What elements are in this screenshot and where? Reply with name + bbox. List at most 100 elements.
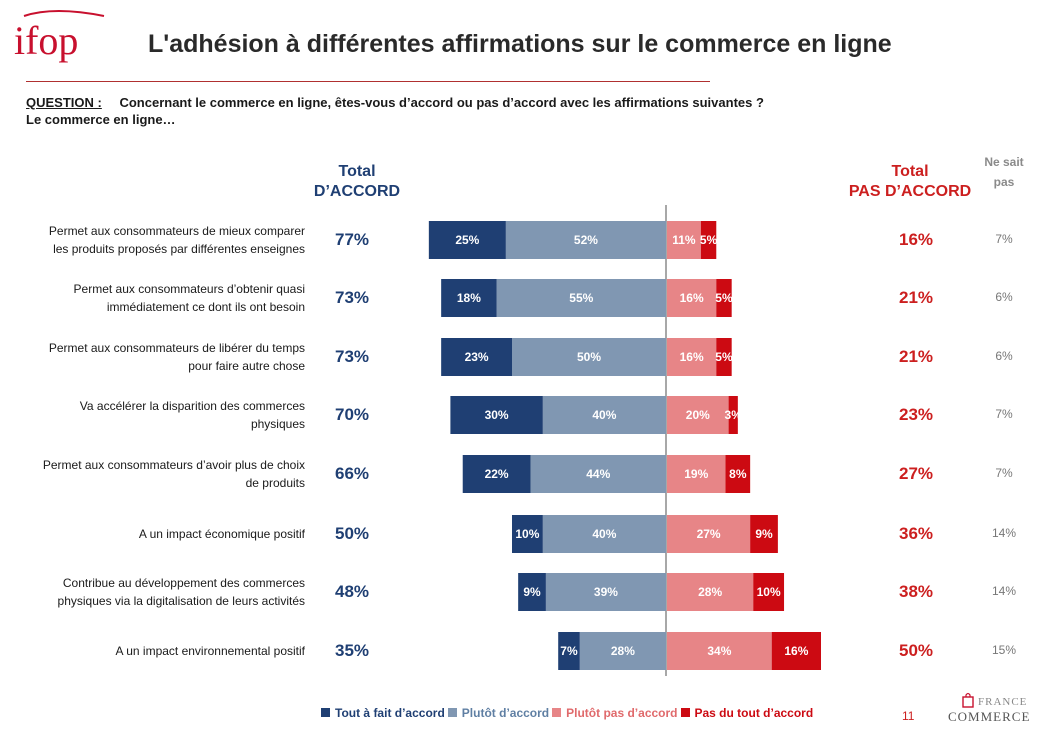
legend-label: Plutôt d’accord — [461, 706, 550, 720]
total-agree-header-line1: Total — [338, 163, 376, 180]
bar-value-label: 25% — [455, 233, 479, 247]
bar-plutot-pas-accord — [667, 515, 751, 553]
bar-plutot-accord — [579, 632, 666, 670]
row-label: Permet aux consommateurs de mieux compar… — [10, 222, 305, 258]
legend-label: Tout à fait d’accord — [335, 706, 445, 720]
bar-value-label: 44% — [586, 467, 610, 481]
bar-value-label: 22% — [485, 467, 509, 481]
question-subtext: Le commerce en ligne… — [26, 112, 176, 127]
row-label-line: Contribue au développement des commerces — [62, 576, 305, 590]
bar-value-label: 52% — [574, 233, 598, 247]
total-agree-value: 73% — [334, 288, 370, 307]
bar-plutot-pas-accord — [667, 573, 754, 611]
row-label-line: physiques via la digitalisation de leurs… — [57, 594, 305, 608]
bar-value-label: 23% — [465, 350, 489, 364]
row-label-line: Permet aux consommateurs de libérer du t… — [48, 341, 305, 355]
bar-value-label: 19% — [684, 467, 708, 481]
page-title: L'adhésion à différentes affirmations su… — [148, 30, 892, 58]
bar-value-label: 10% — [515, 527, 539, 541]
legend-item-plutot-pas: Plutôt pas d’accord — [552, 706, 678, 720]
bar-pas-du-tout-accord — [725, 455, 751, 493]
row-label-line: Va accélérer la disparition des commerce… — [79, 399, 305, 413]
ne-sait-pas-value: 14% — [991, 584, 1017, 598]
ne-sait-pas-header-line1: Ne sait — [984, 155, 1024, 169]
question-text: Concernant le commerce en ligne, êtes-vo… — [119, 95, 764, 110]
legend-item-plutot: Plutôt d’accord — [447, 706, 550, 720]
legend-swatch — [680, 708, 690, 717]
row-label-line: Permet aux consommateurs de mieux compar… — [48, 224, 305, 238]
bar-value-label: 40% — [592, 527, 616, 541]
brand-bottom-text: COMMERCE — [948, 709, 1031, 724]
france-commerce-logo: FRANCE COMMERCE — [940, 692, 1040, 728]
total-agree-header-line2: D’ACCORD — [313, 183, 401, 200]
bar-tout-a-fait-accord — [441, 338, 512, 376]
bar-value-label: 34% — [707, 644, 731, 658]
bar-tout-a-fait-accord — [558, 632, 580, 670]
row-label: Va accélérer la disparition des commerce… — [10, 397, 305, 433]
bar-plutot-accord — [542, 515, 666, 553]
bar-value-label: 5% — [715, 291, 733, 305]
ne-sait-pas-value: 14% — [991, 526, 1017, 540]
row-label: Permet aux consommateurs de libérer du t… — [10, 339, 305, 375]
total-agree-value: 77% — [334, 230, 370, 249]
bar-value-label: 20% — [686, 408, 710, 422]
row-label-line: les produits proposés par différentes en… — [53, 242, 305, 256]
ifop-logo-text: ifop — [14, 18, 78, 63]
ne-sait-pas-value: 6% — [995, 349, 1013, 363]
bar-plutot-accord — [545, 573, 666, 611]
legend-swatch — [447, 708, 457, 717]
bar-tout-a-fait-accord — [428, 221, 506, 259]
bar-pas-du-tout-accord — [753, 573, 785, 611]
total-agree-value: 70% — [334, 405, 370, 424]
row-label: A un impact environnemental positif — [10, 642, 305, 660]
bar-pas-du-tout-accord — [716, 338, 732, 376]
bar-plutot-accord — [505, 221, 666, 259]
bar-plutot-accord — [530, 455, 666, 493]
bar-value-label: 27% — [697, 527, 721, 541]
ne-sait-pas-value: 7% — [995, 466, 1013, 480]
bar-value-label: 28% — [611, 644, 635, 658]
question-block: QUESTION : Concernant le commerce en lig… — [26, 94, 764, 128]
bar-plutot-pas-accord — [667, 455, 726, 493]
total-disagree-value: 16% — [898, 230, 934, 249]
bar-plutot-accord — [496, 279, 666, 317]
ne-sait-pas-value: 7% — [995, 232, 1013, 246]
bar-value-label: 3% — [725, 408, 743, 422]
bar-value-label: 40% — [592, 408, 616, 422]
row-label: Permet aux consommateurs d’obtenir quasi… — [10, 280, 305, 316]
ne-sait-pas-header: Ne sait pas — [972, 152, 1036, 192]
total-disagree-header: Total PAS D’ACCORD — [836, 162, 984, 202]
bar-value-label: 50% — [577, 350, 601, 364]
row-label-line: Permet aux consommateurs d’obtenir quasi — [73, 282, 305, 296]
bar-tout-a-fait-accord — [450, 396, 543, 434]
bar-pas-du-tout-accord — [700, 221, 717, 259]
bar-value-label: 11% — [672, 233, 696, 247]
bar-pas-du-tout-accord — [771, 632, 821, 670]
total-disagree-header-line2: PAS D’ACCORD — [848, 183, 972, 200]
row-label-line: de produits — [245, 476, 305, 490]
total-disagree-value: 50% — [898, 641, 934, 660]
bar-value-label: 9% — [523, 585, 541, 599]
total-disagree-value: 21% — [898, 347, 934, 366]
bar-tout-a-fait-accord — [441, 279, 497, 317]
total-disagree-value: 23% — [898, 405, 934, 424]
bar-plutot-pas-accord — [667, 279, 717, 317]
legend-swatch — [552, 708, 562, 717]
shopping-bag-icon — [962, 692, 974, 708]
total-disagree-value: 36% — [898, 524, 934, 543]
row-label-line: Permet aux consommateurs d’avoir plus de… — [42, 458, 305, 472]
bar-pas-du-tout-accord — [728, 396, 738, 434]
bar-value-label: 16% — [680, 291, 704, 305]
brand-top-text: FRANCE — [978, 696, 1028, 708]
total-agree-value: 48% — [334, 582, 370, 601]
bar-value-label: 18% — [457, 291, 481, 305]
bar-value-label: 5% — [715, 350, 733, 364]
bar-value-label: 39% — [594, 585, 618, 599]
legend-label: Pas du tout d’accord — [694, 706, 814, 720]
bar-plutot-accord — [512, 338, 666, 376]
total-agree-value: 66% — [334, 464, 370, 483]
row-label: A un impact économique positif — [10, 525, 305, 543]
question-label: QUESTION : — [26, 95, 102, 110]
row-label: Permet aux consommateurs d’avoir plus de… — [10, 456, 305, 492]
